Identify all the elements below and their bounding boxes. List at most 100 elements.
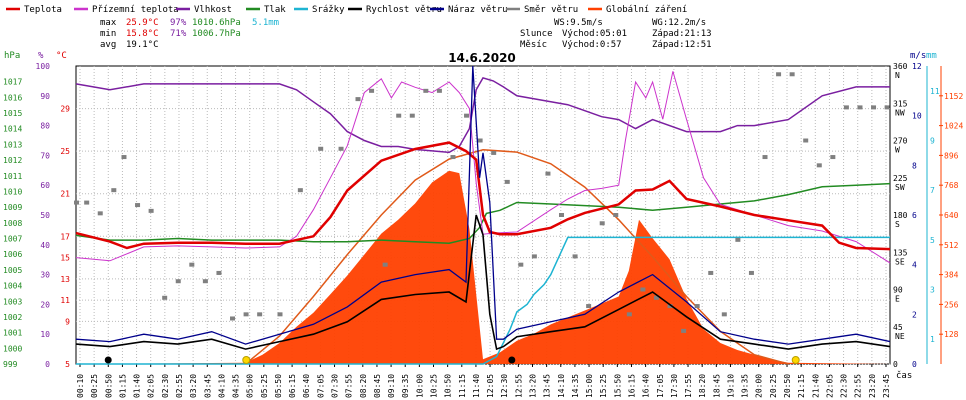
stat-min-label: min [100, 29, 116, 39]
x-tick-label: 03:45 [203, 374, 212, 398]
legend-label: Globální záření [606, 5, 687, 15]
axis-tick-pct: 90 [40, 92, 50, 101]
axis-tick-ms: 2 [912, 310, 917, 319]
axis-tick-hpa: 1014 [3, 125, 22, 134]
wind-dir-marker [450, 155, 456, 160]
wind-dir-marker [776, 72, 782, 77]
x-tick-label: 07:30 [331, 374, 340, 398]
moonset-icon [508, 356, 516, 364]
axis-tick-pct: 70 [40, 151, 50, 160]
wind-dir-marker [423, 88, 429, 93]
wind-dir-marker [84, 200, 90, 205]
wind-dir-marker [464, 113, 470, 118]
x-tick-label: 10:25 [430, 374, 439, 398]
x-tick-label: 13:45 [543, 374, 552, 398]
axis-tick-hpa: 1012 [3, 156, 22, 165]
stat-min-press: 1006.7hPa [192, 29, 241, 39]
axis-tick-hpa: 999 [3, 360, 18, 369]
axis-tick-hpa: 1003 [3, 297, 22, 306]
stats-block: max 25.9°C 97% 1010.6hPa 5.1mm min 15.8°… [100, 18, 279, 50]
x-tick-label: 09:35 [401, 374, 410, 398]
info-sun-label: Slunce [520, 29, 553, 39]
axis-tick-pct: 0 [45, 360, 50, 369]
axis-tick-hpa: 1002 [3, 313, 22, 322]
x-tick-label: 15:00 [585, 374, 594, 398]
info-sun-rise: Východ:05:01 [562, 29, 627, 39]
axis-tick-temp: 5 [65, 360, 70, 369]
wind-dir-marker [667, 304, 673, 309]
x-tick-label: 01:40 [133, 374, 142, 398]
series-temperature [75, 141, 891, 251]
legend-label: Rychlost větru [366, 5, 442, 15]
legend-label: Teplota [24, 5, 62, 15]
x-tick-label: 11:40 [472, 374, 481, 398]
x-tick-label: 17:30 [670, 374, 679, 398]
axis-tick-pct: 10 [40, 330, 50, 339]
x-tick-label: 15:25 [599, 374, 608, 398]
axis-tick-ms: 0 [912, 360, 917, 369]
wind-dir-marker [545, 171, 551, 176]
wind-dir-marker [653, 295, 659, 300]
series-wind-speed [75, 214, 891, 351]
axis-tick-ms: 6 [912, 211, 917, 220]
wind-dir-marker [830, 155, 836, 160]
x-tick-label: 14:35 [571, 374, 580, 398]
wind-dir-marker [162, 295, 168, 300]
wind-dir-marker [681, 328, 687, 333]
plot-area [74, 65, 891, 365]
wind-dir-marker [436, 88, 442, 93]
axis-tick-hpa: 1010 [3, 187, 22, 196]
series-wind-gust [75, 65, 891, 345]
x-axis-label: čas [896, 370, 912, 381]
axis-tick-mm: 1 [930, 335, 935, 344]
wind-dir-marker [789, 72, 795, 77]
axis-tick-wm2: 512 [944, 241, 959, 250]
axis-tick-pct: 50 [40, 211, 50, 220]
axis-tick-dir-name: SE [895, 257, 905, 266]
x-tick-label: 12:55 [514, 374, 523, 398]
x-tick-label: 10:00 [415, 374, 424, 398]
axis-tick-wm2: 1024 [944, 122, 963, 131]
chart-title: 14.6.2020 [448, 51, 516, 65]
series-radiation-clear [245, 149, 789, 365]
axis-tick-ms: 4 [912, 261, 917, 270]
x-tick-label: 07:55 [345, 374, 354, 398]
info-sun-set: Západ:21:13 [652, 29, 712, 39]
axis-tick-mm: 3 [930, 286, 935, 295]
axis-tick-temp: 9 [65, 317, 70, 326]
axis-tick-mm: 7 [930, 186, 935, 195]
x-tick-label: 09:10 [387, 374, 396, 398]
axis-unit-mm: mm [926, 51, 937, 61]
stat-avg-label: avg [100, 40, 116, 50]
stat-max-label: max [100, 18, 117, 28]
x-tick-label: 07:05 [316, 374, 325, 398]
x-tick-label: 10:50 [444, 374, 453, 398]
axis-unit-hpa: hPa [4, 51, 20, 61]
axis-tick-dir: 270 [893, 137, 908, 146]
axis-tick-dir: 315 [893, 99, 908, 108]
wind-dir-marker [694, 304, 700, 309]
legend-label: Přízemní teplota [92, 5, 179, 15]
x-tick-label: 00:25 [90, 374, 99, 398]
axis-tick-pct: 20 [40, 300, 50, 309]
axis-tick-hpa: 1015 [3, 109, 22, 118]
axis-tick-hpa: 1017 [3, 78, 22, 87]
legend-label: Směr větru [524, 5, 578, 15]
axis-tick-hpa: 1016 [3, 93, 22, 102]
axis-tick-hpa: 1009 [3, 203, 22, 212]
axis-tick-temp: 11 [60, 296, 70, 305]
axis-tick-temp: 29 [60, 105, 70, 114]
legend-label: Tlak [264, 5, 286, 15]
x-tick-label: 15:50 [613, 374, 622, 398]
axis-tick-pct: 100 [36, 62, 51, 71]
wind-dir-marker [843, 105, 849, 110]
wind-dir-marker [396, 113, 402, 118]
axis-unit-temp: °C [56, 51, 67, 61]
axis-tick-dir: 180 [893, 211, 908, 220]
wind-dir-marker [230, 316, 236, 321]
axis-tick-dir-name: E [895, 295, 900, 304]
axis-tick-dir: 225 [893, 174, 908, 183]
x-tick-label: 23:20 [868, 374, 877, 398]
x-tick-label: 02:55 [175, 374, 184, 398]
x-tick-label: 08:20 [359, 374, 368, 398]
